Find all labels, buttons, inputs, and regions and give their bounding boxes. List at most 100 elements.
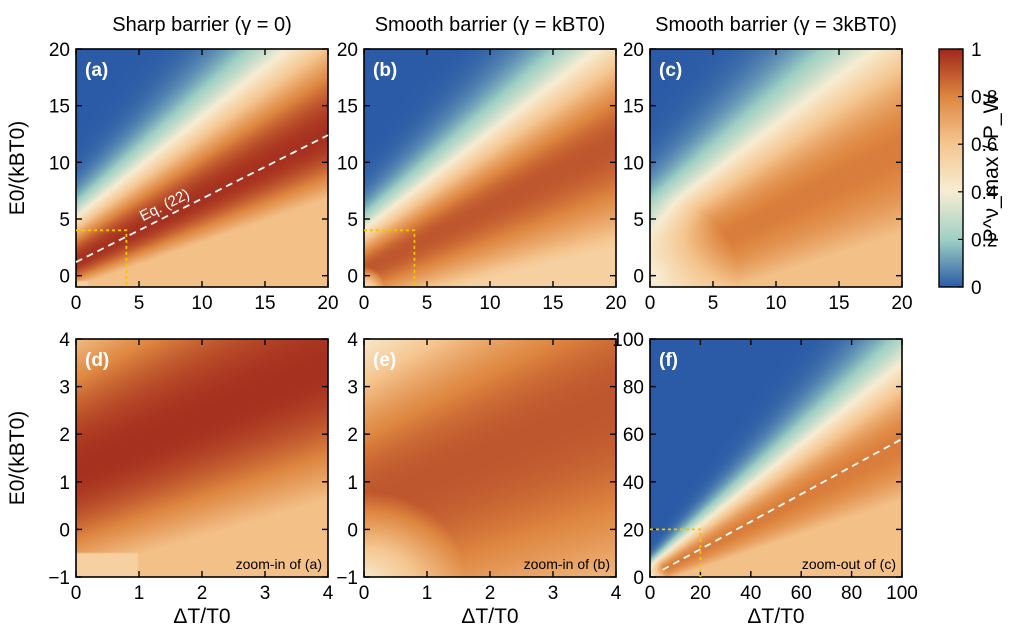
panel-label: (d) [85, 350, 109, 371]
y-tick-label: 10 [623, 153, 644, 174]
colorbar-tick-label: 1 [971, 40, 982, 61]
x-tick-label: 5 [422, 293, 433, 314]
x-tick-label: 10 [765, 293, 786, 314]
x-tick-label: 0 [71, 293, 82, 314]
colorbar-gradient [938, 48, 964, 288]
heatmap-image [364, 339, 616, 577]
zoom-note: zoom-in of (a) [236, 556, 322, 572]
y-axis-label: E0/(kBT0) [6, 121, 29, 216]
panel-b: 0 5 10 15 20 0 5 10 15 20 (b) Smooth barrier (γ = k… [337, 14, 627, 314]
panel-label: (f) [659, 350, 678, 371]
zoom-region-box [364, 229, 416, 287]
x-tick-label: 2 [197, 583, 208, 604]
y-tick-label: 1 [347, 473, 358, 494]
colorbar-label: P^ν_max / P_W [980, 93, 1003, 242]
panel-title: Smooth barrier (γ = 3kBT0) [655, 14, 897, 36]
heatmap-image [76, 339, 328, 577]
x-tick-label: 0 [359, 293, 370, 314]
y-tick-label: 5 [347, 210, 358, 231]
panel-a: 0 5 10 15 20 0 5 10 15 20 (a) Sharp barrier (γ = 0)… [6, 14, 339, 314]
heatmap-image [650, 49, 902, 287]
heatmap-image [364, 49, 616, 287]
zoom-region-box [76, 229, 128, 287]
y-tick-label: 15 [623, 97, 644, 118]
x-tick-label: 0 [359, 583, 370, 604]
dashed-line [662, 438, 903, 571]
y-tick-label: 0 [633, 568, 644, 589]
x-axis-label: ΔT/T0 [461, 605, 518, 628]
zoom-note: zoom-out of (c) [802, 556, 896, 572]
x-tick-label: 4 [611, 583, 622, 604]
y-tick-label: 0 [633, 267, 644, 288]
y-tick-label: 20 [623, 40, 644, 61]
x-tick-label: 15 [828, 293, 849, 314]
y-tick-label: 4 [59, 330, 70, 351]
colorbar-tick-label: 0.4 [971, 183, 998, 204]
x-tick-label: 1 [422, 583, 433, 604]
colorbar-tick-label: 0.2 [971, 230, 997, 251]
y-tick-label: 1 [59, 473, 70, 494]
y-tick-label: 4 [347, 330, 358, 351]
x-tick-label: 0 [645, 583, 656, 604]
x-tick-label: 4 [323, 583, 334, 604]
x-tick-label: 0 [71, 583, 82, 604]
y-tick-label: 10 [337, 153, 358, 174]
x-axis-label: ΔT/T0 [173, 605, 230, 628]
y-tick-label: −1 [336, 568, 358, 589]
x-tick-label: 5 [708, 293, 719, 314]
x-tick-label: 40 [740, 583, 761, 604]
x-tick-label: 10 [191, 293, 212, 314]
y-tick-label: 100 [612, 330, 644, 351]
y-tick-label: 15 [49, 97, 70, 118]
x-tick-label: 3 [260, 583, 271, 604]
y-tick-label: 0 [347, 520, 358, 541]
y-tick-label: 0 [59, 267, 70, 288]
x-tick-label: 2 [485, 583, 496, 604]
x-tick-label: 20 [605, 293, 626, 314]
colorbar: 0 0.2 0.4 0.6 0.8 1 P^ν_max / P_W [938, 40, 1003, 299]
y-tick-label: 20 [49, 40, 70, 61]
y-tick-label: 3 [347, 378, 358, 399]
x-tick-label: 100 [886, 583, 918, 604]
colorbar-tick-label: 0 [971, 278, 982, 299]
zoom-note: zoom-in of (b) [524, 556, 610, 572]
y-tick-label: 20 [337, 40, 358, 61]
x-tick-label: 15 [542, 293, 563, 314]
heatmap-image [76, 49, 328, 287]
y-tick-label: 80 [623, 378, 644, 399]
x-tick-label: 0 [645, 293, 656, 314]
panel-label: (b) [373, 60, 397, 81]
y-tick-label: 2 [347, 425, 358, 446]
plot-frame [649, 338, 903, 578]
x-tick-label: 5 [134, 293, 145, 314]
x-tick-label: 10 [479, 293, 500, 314]
x-tick-label: 20 [317, 293, 338, 314]
y-tick-label: 60 [623, 425, 644, 446]
zoom-region-box [650, 528, 702, 577]
x-tick-label: 20 [891, 293, 912, 314]
x-tick-label: 15 [254, 293, 275, 314]
panel-label: (e) [373, 350, 396, 371]
y-tick-label: 10 [49, 153, 70, 174]
panel-title: Smooth barrier (γ = kBT0) [375, 14, 606, 36]
panel-label: (c) [659, 60, 682, 81]
y-tick-label: 15 [337, 97, 358, 118]
y-tick-label: 2 [59, 425, 70, 446]
panel-title: Sharp barrier (γ = 0) [112, 14, 292, 36]
x-tick-label: 1 [134, 583, 145, 604]
y-tick-label: 3 [59, 378, 70, 399]
x-tick-label: 3 [548, 583, 559, 604]
y-tick-label: 0 [59, 520, 70, 541]
y-tick-label: −1 [48, 568, 70, 589]
y-tick-label: 5 [59, 210, 70, 231]
x-axis-label: ΔT/T0 [747, 605, 804, 628]
x-tick-label: 60 [791, 583, 812, 604]
y-tick-label: 0 [347, 267, 358, 288]
colorbar-tick-label: 0.6 [971, 135, 997, 156]
panel-label: (a) [85, 60, 108, 81]
x-tick-label: 20 [690, 583, 711, 604]
heatmap-image [650, 339, 902, 577]
